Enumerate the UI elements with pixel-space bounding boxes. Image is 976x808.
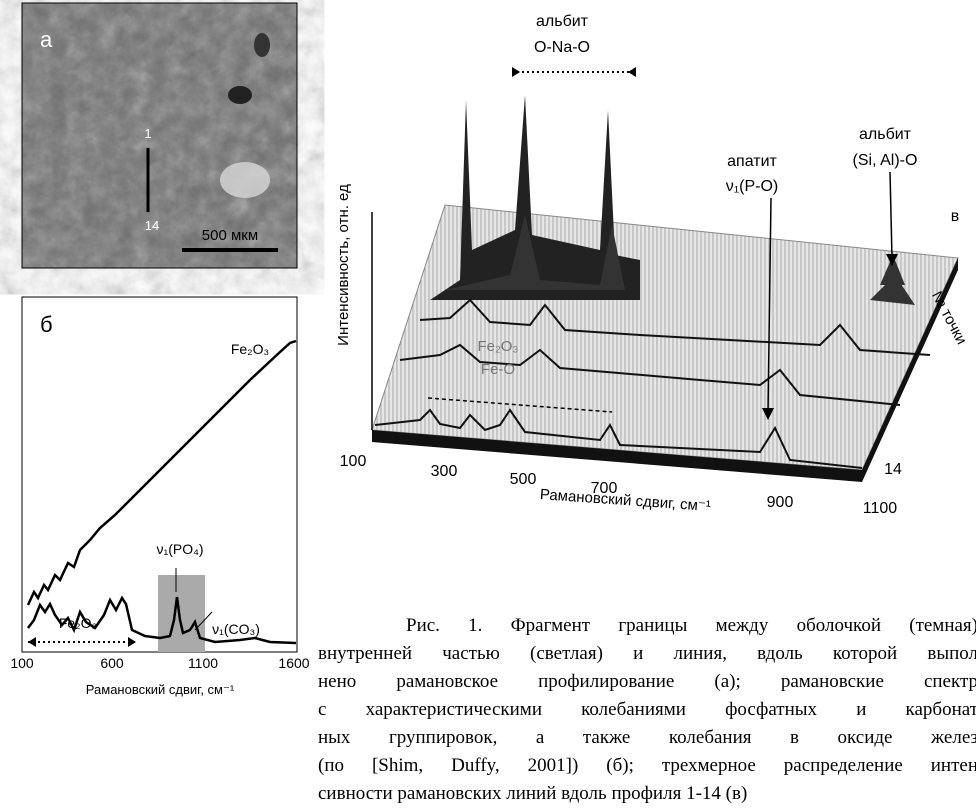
caption-line: сивности рамановских линий вдоль профиля…: [318, 783, 748, 804]
x-axis-title: Рамановский сдвиг, см⁻¹: [86, 682, 235, 697]
panel-label: в: [951, 208, 960, 225]
x-tick-label: 300: [431, 463, 458, 480]
caption-line: (по [Shim, Duffy, 2001]) (б); трехмерное…: [318, 755, 976, 776]
x-tick-label: 1600: [278, 655, 309, 671]
annotation: (Si, Al)-O: [853, 152, 918, 169]
caption: Рис. 1. Фрагмент границы между оболочкой…: [318, 612, 976, 808]
point-label: 1: [144, 126, 151, 141]
point-label: 14: [145, 218, 159, 233]
x-tick-label: 700: [591, 480, 618, 497]
caption-line: Рис. 1. Фрагмент границы между оболочкой…: [406, 615, 976, 636]
annotation: Fe₂O₃: [477, 338, 518, 355]
peak-label: ν₁(PO₄): [157, 541, 204, 557]
annotation: апатит: [727, 153, 777, 170]
x-axis-title: Рамановский сдвиг, см⁻¹: [539, 486, 711, 515]
x-tick-label: 1100: [863, 500, 898, 517]
3d-spectra: [371, 67, 959, 482]
annotation: альбит: [859, 126, 912, 143]
spectra-plot: [21, 296, 298, 653]
caption-line: с характеристическими колебаниями фосфат…: [318, 699, 976, 720]
annotation: Fe-O: [481, 361, 515, 378]
scale-bar-label: 500 мкм: [202, 227, 258, 244]
x-tick-label: 500: [510, 471, 537, 488]
peak-label: ν₁(CO₃): [212, 621, 260, 637]
caption-line: внутренней частью (светлая) и линия, вдо…: [318, 643, 976, 664]
range-label: Fe₂O₃: [59, 615, 97, 631]
z-tick-label: 14: [884, 461, 902, 478]
annotation: альбит: [536, 13, 589, 30]
x-tick-label: 100: [10, 655, 34, 671]
y-axis-title: Интенсивность, отн. ед: [335, 184, 352, 346]
x-tick-label: 100: [340, 453, 367, 470]
x-tick-label: 900: [767, 494, 794, 511]
curve-label: Fe₂O₃: [231, 341, 269, 357]
annotation: ν₁(P-O): [726, 178, 779, 195]
caption-line: ных группировок, а также колебания в окс…: [318, 727, 976, 748]
panel-label: б: [40, 312, 53, 337]
x-tick-label: 600: [100, 655, 124, 671]
caption-line: нено рамановское профилирование (а); рам…: [318, 671, 976, 692]
panel-label: а: [40, 27, 53, 52]
photo: [21, 2, 298, 269]
x-tick-label: 1100: [188, 655, 218, 671]
annotation: O-Na-O: [534, 39, 590, 56]
